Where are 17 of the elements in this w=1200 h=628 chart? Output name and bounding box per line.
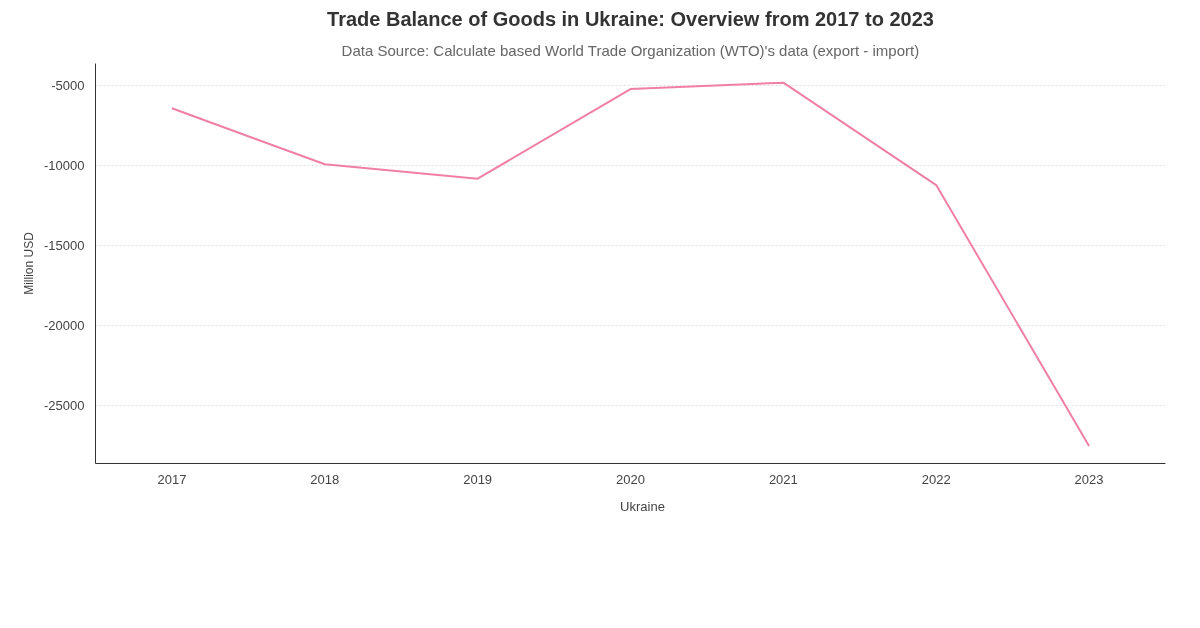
text: Ukraine: [620, 498, 665, 514]
x-tick-label: 2019: [463, 471, 493, 487]
y-axis-title: Million USD: [22, 231, 37, 295]
y-tick-label: -15000: [44, 238, 85, 254]
x-tick-label: 2020: [616, 471, 645, 487]
x-tick-label: 2021: [768, 471, 798, 487]
y-tick-label: -20000: [44, 318, 85, 334]
x-tick-label: 2022: [921, 471, 951, 487]
y-tick-label: -5000: [51, 78, 85, 94]
y-tick-label: -10000: [44, 158, 85, 174]
x-tick-label: 2017: [157, 471, 187, 487]
x-tick-label: 2023: [1074, 471, 1104, 487]
y-tick-label: -25000: [44, 398, 85, 414]
chart-title: Trade Balance of Goods in Ukraine: Overview from 2017 to 2023: [327, 7, 934, 30]
chart-subtitle: Data Source: Calculate based World Trade Organization (WTO)'s data (export - import): [341, 41, 920, 59]
line-series: [170, 81, 1091, 447]
x-tick-label: 2018: [310, 471, 340, 487]
